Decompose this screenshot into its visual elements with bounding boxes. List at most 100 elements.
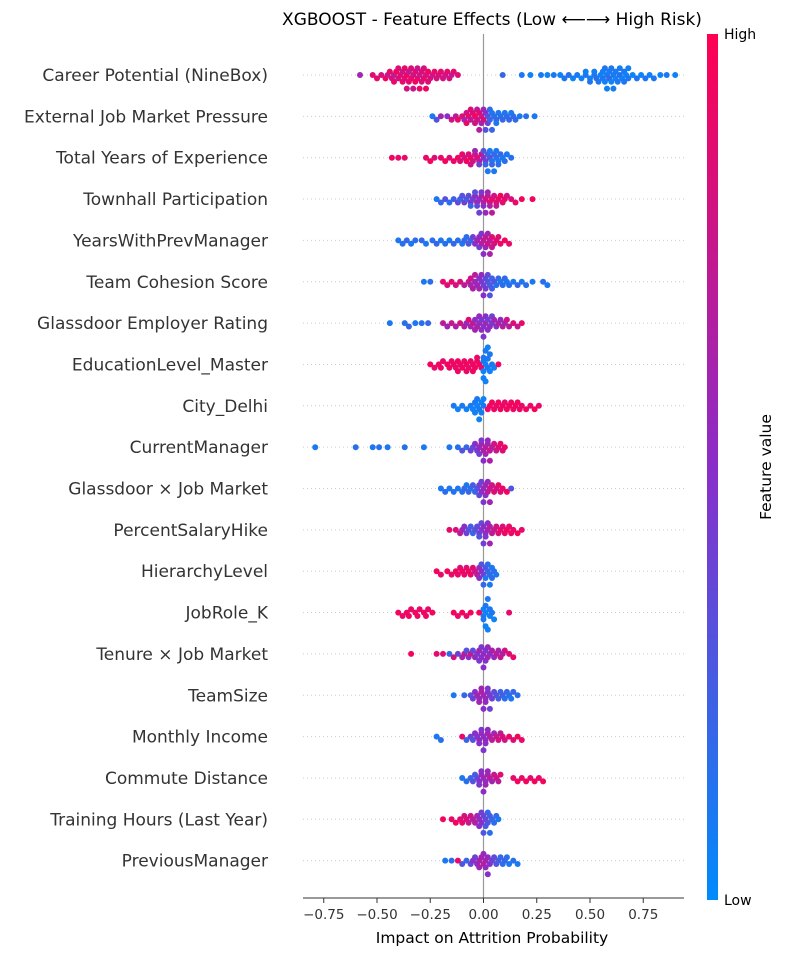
data-point bbox=[504, 854, 510, 860]
data-point bbox=[483, 534, 489, 540]
feature-points bbox=[446, 520, 524, 546]
data-point bbox=[478, 686, 484, 692]
feature-points bbox=[438, 479, 514, 505]
data-point bbox=[487, 541, 493, 547]
data-point bbox=[519, 320, 525, 326]
data-point bbox=[476, 162, 482, 168]
data-point bbox=[493, 572, 499, 578]
data-point bbox=[493, 203, 499, 209]
data-point bbox=[481, 396, 487, 402]
feature-label: PercentSalaryHike bbox=[113, 521, 268, 541]
x-axis-label: Impact on Attrition Probability bbox=[376, 929, 609, 947]
data-point bbox=[485, 437, 491, 443]
data-point bbox=[442, 858, 448, 864]
data-point bbox=[487, 582, 493, 588]
data-point bbox=[519, 196, 525, 202]
data-point bbox=[451, 692, 457, 698]
data-point bbox=[468, 203, 474, 209]
data-point bbox=[421, 279, 427, 285]
data-point bbox=[478, 727, 484, 733]
feature-label: Total Years of Experience bbox=[55, 149, 268, 169]
data-point bbox=[591, 69, 597, 75]
data-point bbox=[483, 782, 489, 788]
data-point bbox=[530, 279, 536, 285]
data-point bbox=[481, 499, 487, 505]
data-point bbox=[485, 189, 491, 195]
x-tick-label: 0.25 bbox=[522, 907, 552, 923]
feature-label: EducationLevel_Master bbox=[72, 355, 268, 375]
data-point bbox=[446, 444, 452, 450]
data-point bbox=[504, 317, 510, 323]
data-point bbox=[376, 444, 382, 450]
data-point bbox=[419, 320, 425, 326]
data-point bbox=[489, 210, 495, 216]
data-point bbox=[485, 871, 491, 877]
data-point bbox=[487, 830, 493, 836]
data-point bbox=[527, 72, 533, 78]
data-point bbox=[481, 747, 487, 753]
feature-label: External Job Market Pressure bbox=[24, 107, 268, 127]
data-point bbox=[489, 610, 495, 616]
data-point bbox=[487, 292, 493, 298]
feature-points bbox=[459, 768, 546, 794]
data-point bbox=[587, 79, 593, 85]
data-point bbox=[481, 203, 487, 209]
data-point bbox=[481, 706, 487, 712]
data-point bbox=[483, 699, 489, 705]
x-tick-label: −0.25 bbox=[410, 907, 451, 923]
data-point bbox=[491, 616, 497, 622]
data-point bbox=[476, 127, 482, 133]
data-point bbox=[485, 768, 491, 774]
feature-label: PreviousManager bbox=[122, 852, 268, 872]
data-point bbox=[506, 241, 512, 247]
feature-points bbox=[429, 107, 537, 133]
feature-points bbox=[421, 272, 551, 299]
data-point bbox=[481, 458, 487, 464]
data-point bbox=[519, 527, 525, 533]
data-point bbox=[481, 665, 487, 671]
data-point bbox=[485, 686, 491, 692]
data-point bbox=[410, 86, 416, 92]
feature-label: Team Cohesion Score bbox=[85, 273, 268, 293]
data-point bbox=[495, 234, 501, 240]
feature-label: Training Hours (Last Year) bbox=[49, 810, 268, 830]
data-point bbox=[440, 816, 446, 822]
data-point bbox=[495, 162, 501, 168]
data-point bbox=[476, 699, 482, 705]
data-point bbox=[408, 651, 414, 657]
data-point bbox=[530, 196, 536, 202]
x-tick-label: −0.75 bbox=[303, 907, 344, 923]
data-point bbox=[604, 86, 610, 92]
data-point bbox=[532, 113, 538, 119]
feature-label: HierarchyLevel bbox=[141, 562, 268, 582]
data-point bbox=[478, 410, 484, 416]
data-point bbox=[487, 351, 493, 357]
feature-points bbox=[434, 189, 536, 215]
data-point bbox=[481, 541, 487, 547]
colorbar-low-label: Low bbox=[724, 893, 752, 909]
data-point bbox=[421, 444, 427, 450]
data-point bbox=[476, 210, 482, 216]
feature-label: Tenure × Job Market bbox=[95, 645, 268, 665]
data-point bbox=[423, 241, 429, 247]
data-point bbox=[493, 120, 499, 126]
data-point bbox=[664, 72, 670, 78]
feature-points bbox=[440, 810, 501, 836]
data-point bbox=[423, 613, 429, 619]
data-point bbox=[523, 282, 529, 288]
data-point bbox=[551, 72, 557, 78]
feature-label: Glassdoor × Job Market bbox=[68, 480, 268, 500]
data-point bbox=[495, 778, 501, 784]
feature-points bbox=[451, 396, 542, 422]
data-point bbox=[487, 458, 493, 464]
data-point bbox=[481, 789, 487, 795]
data-point bbox=[487, 499, 493, 505]
points-layer bbox=[312, 65, 678, 877]
data-point bbox=[434, 651, 440, 657]
data-point bbox=[485, 596, 491, 602]
data-point bbox=[544, 282, 550, 288]
data-point bbox=[481, 251, 487, 257]
data-point bbox=[478, 437, 484, 443]
data-point bbox=[508, 155, 514, 161]
feature-label: CurrentManager bbox=[130, 438, 268, 458]
